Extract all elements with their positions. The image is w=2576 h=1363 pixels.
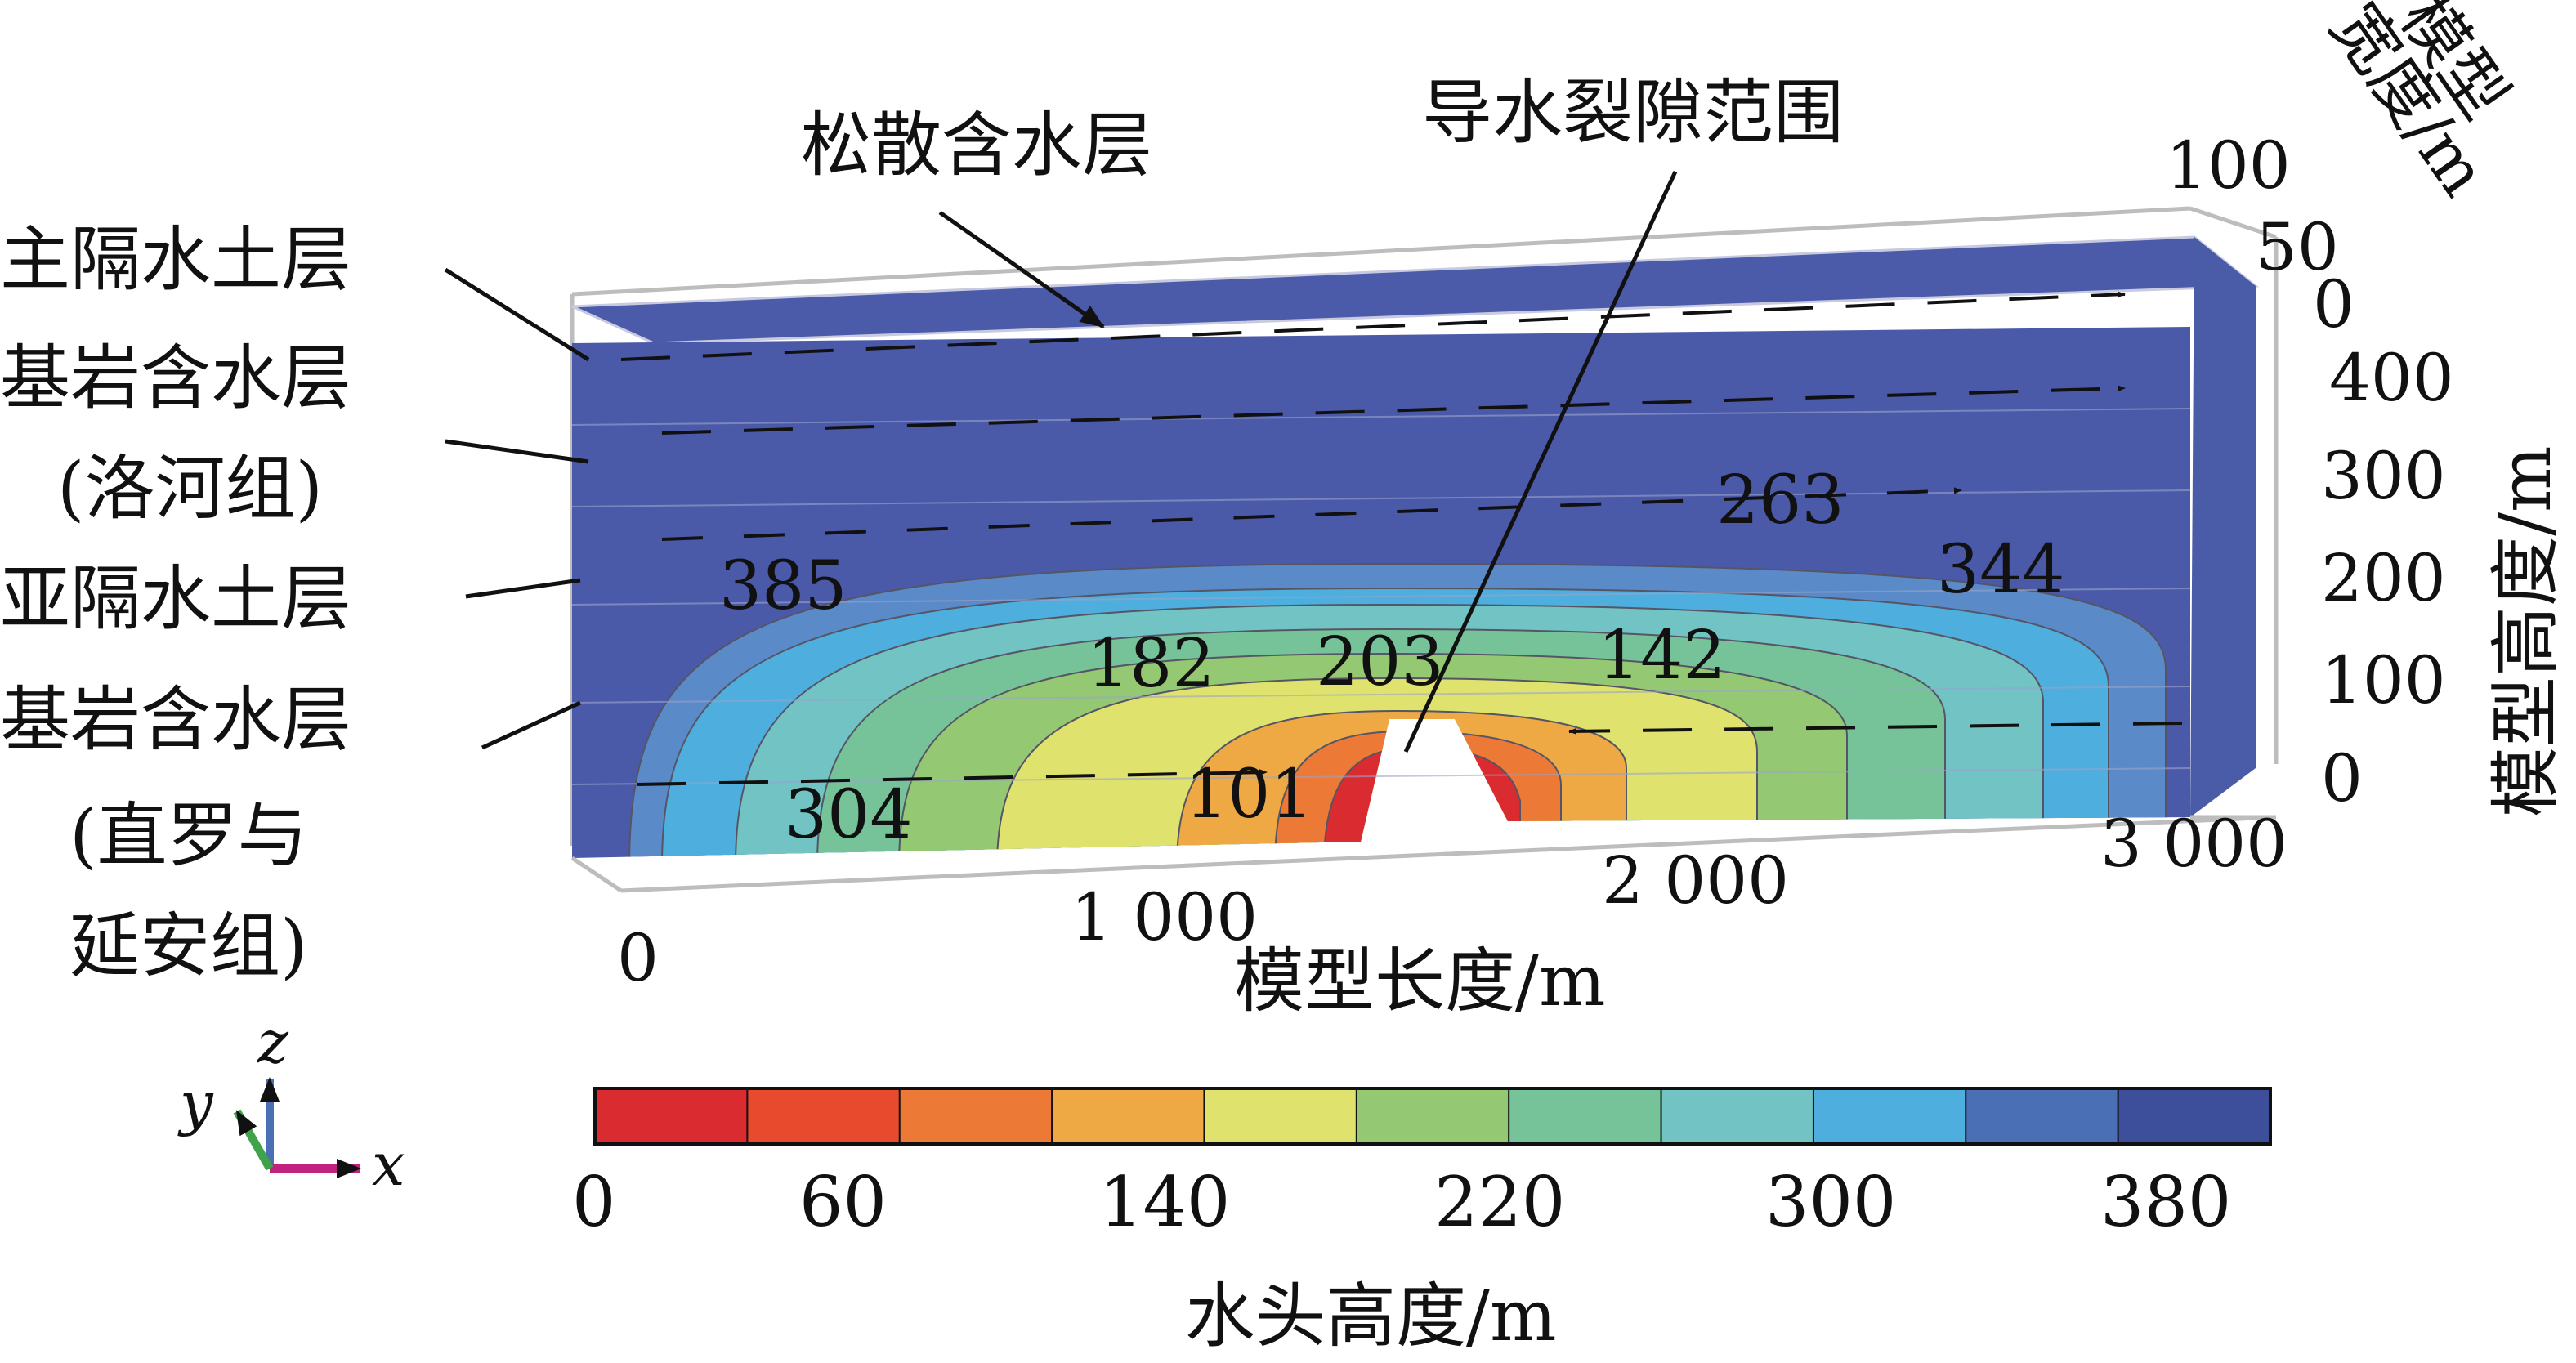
x-tick: 3 000 bbox=[2100, 806, 2288, 882]
contour-label: 101 bbox=[1185, 756, 1313, 833]
z-ticks: 0 100 200 300 400 bbox=[2321, 340, 2454, 816]
z-tick: 300 bbox=[2321, 438, 2446, 514]
colorbar-tick: 60 bbox=[799, 1162, 887, 1242]
colorbar-tick: 220 bbox=[1434, 1162, 1565, 1242]
colorbar-segment bbox=[594, 1088, 749, 1145]
triad-y-label: y bbox=[177, 1069, 214, 1137]
z-tick: 100 bbox=[2321, 642, 2446, 718]
colorbar-segment bbox=[898, 1088, 1053, 1145]
x-ticks: 0 1 000 2 000 3 000 bbox=[617, 806, 2288, 996]
z-tick: 200 bbox=[2321, 540, 2446, 616]
contour-label: 263 bbox=[1716, 462, 1845, 539]
colorbar-segment bbox=[1508, 1088, 1663, 1145]
colorbar-title: 水头高度/m bbox=[1185, 1276, 1557, 1357]
flow-arrows bbox=[620, 291, 2183, 786]
colorbar-tick: 380 bbox=[2100, 1162, 2231, 1242]
colorbar-segments bbox=[594, 1088, 2272, 1145]
contour-labels: 385 263 344 182 203 142 101 304 bbox=[719, 462, 2065, 854]
triad-z-label: z bbox=[257, 1008, 289, 1076]
x-axis-title: 模型长度/m bbox=[1234, 941, 1606, 1022]
label-main-aquiclude: 主隔水土层 bbox=[0, 219, 351, 301]
colorbar-tick: 140 bbox=[1099, 1162, 1230, 1242]
label-fracture-zone: 导水裂隙范围 bbox=[1422, 72, 1844, 154]
colorbar-ticks: 0 60 140 220 300 380 bbox=[572, 1162, 2231, 1242]
leader-lines bbox=[444, 170, 1678, 753]
y-axis-title-group: 模型 宽度/m bbox=[2316, 0, 2523, 209]
coordinate-triad: z y x bbox=[177, 1008, 405, 1199]
label-bedrock-zhiluo-2: (直罗与 bbox=[69, 795, 308, 877]
z-tick: 0 bbox=[2321, 740, 2363, 816]
x-tick: 2 000 bbox=[1602, 842, 1789, 918]
z-axis-title: 模型高度/m bbox=[2485, 445, 2567, 817]
colorbar-frame bbox=[593, 1087, 2272, 1146]
y-tick: 0 bbox=[2313, 266, 2355, 342]
contour-label: 142 bbox=[1598, 617, 1726, 695]
label-bedrock-zhiluo-3: 延安组) bbox=[69, 905, 308, 987]
colorbar-segment bbox=[1660, 1088, 1815, 1145]
colorbar-segment bbox=[746, 1088, 901, 1145]
colorbar-segment bbox=[1812, 1088, 1967, 1145]
contour-band-180 bbox=[995, 677, 1758, 858]
model-right-face bbox=[2190, 237, 2256, 817]
bounding-box-front bbox=[570, 815, 2276, 893]
contour-label: 385 bbox=[719, 547, 847, 625]
label-bedrock-zhiluo-1: 基岩含水层 bbox=[0, 679, 351, 761]
colorbar-tick: 0 bbox=[572, 1162, 615, 1242]
triad-x-label: x bbox=[372, 1130, 405, 1199]
x-tick: 0 bbox=[617, 920, 659, 996]
label-bedrock-luohe-1: 基岩含水层 bbox=[0, 337, 351, 419]
colorbar-tick: 300 bbox=[1765, 1162, 1896, 1242]
z-axis-title-group: 模型高度/m bbox=[2485, 445, 2567, 817]
label-sub-aquiclude: 亚隔水土层 bbox=[0, 558, 351, 640]
colorbar-segment bbox=[1965, 1088, 2120, 1145]
colorbar-segment bbox=[1203, 1088, 1358, 1145]
model-top-face bbox=[571, 235, 2260, 345]
y-tick: 50 bbox=[2256, 209, 2339, 285]
y-tick: 100 bbox=[2166, 127, 2291, 203]
x-tick: 1 000 bbox=[1071, 879, 1258, 955]
y-ticks: 0 50 100 bbox=[2166, 127, 2355, 342]
label-loose-aquifer: 松散含水层 bbox=[801, 105, 1152, 186]
contour-label: 182 bbox=[1087, 625, 1215, 703]
contour-label: 304 bbox=[785, 776, 913, 854]
z-tick: 400 bbox=[2329, 340, 2454, 416]
colorbar-segment bbox=[1355, 1088, 1510, 1145]
colorbar: 0 60 140 220 300 380 水头高度/m bbox=[572, 1087, 2272, 1357]
contour-label: 344 bbox=[1937, 531, 2065, 609]
label-bedrock-luohe-2: (洛河组) bbox=[57, 448, 324, 530]
contour-label: 203 bbox=[1316, 623, 1444, 701]
colorbar-segment bbox=[2117, 1088, 2272, 1145]
colorbar-segment bbox=[1051, 1088, 1205, 1145]
